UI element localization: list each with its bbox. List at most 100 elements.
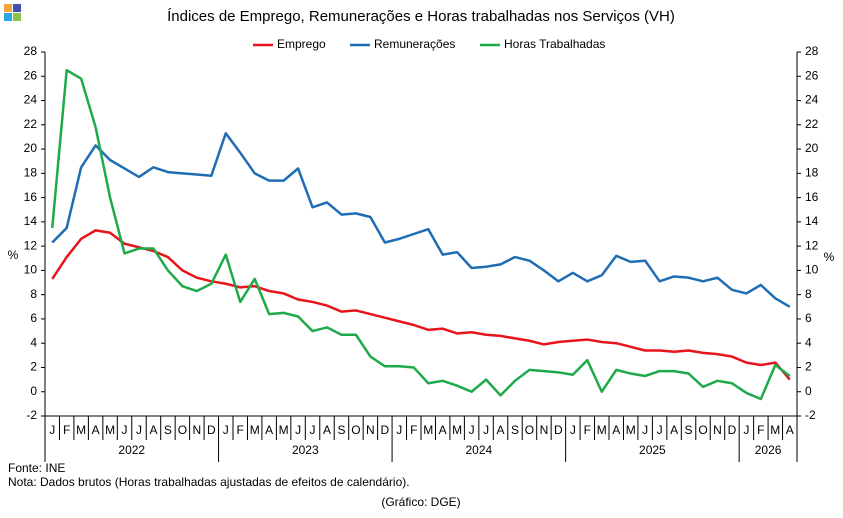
y2-tick-label: 24 [805, 93, 819, 107]
source: Fonte: INE [8, 461, 65, 475]
legend-label: Emprego [277, 37, 326, 51]
logo [4, 4, 21, 21]
x-tick-label: M [452, 423, 462, 437]
x-tick-label: M [279, 423, 289, 437]
x-tick-label: S [685, 423, 693, 437]
x-tick-label: D [554, 423, 563, 437]
x-tick-label: J [743, 423, 749, 437]
y-tick-label: 24 [24, 93, 38, 107]
y2-tick-label: -2 [805, 408, 816, 422]
x-tick-label: N [193, 423, 202, 437]
x-tick-label: J [295, 423, 301, 437]
y-tick-label: 28 [24, 44, 38, 58]
y-tick-label: 14 [24, 214, 38, 228]
chart-title: Índices de Emprego, Remunerações e Horas… [167, 8, 675, 25]
y-tick-label: 20 [24, 141, 38, 155]
y-tick-label: -2 [26, 408, 37, 422]
year-label: 2026 [755, 443, 782, 457]
y-tick-label: 18 [24, 166, 38, 180]
legend-label: Remunerações [374, 37, 455, 51]
x-tick-label: N [366, 423, 375, 437]
y-tick-label: 2 [30, 360, 37, 374]
year-label: 2023 [292, 443, 319, 457]
y-tick-label: 0 [30, 384, 37, 398]
x-tick-label: J [657, 423, 663, 437]
x-tick-label: A [149, 423, 157, 437]
y-tick-label: 10 [24, 263, 38, 277]
y2-tick-label: 26 [805, 68, 819, 82]
x-tick-label: F [237, 423, 244, 437]
x-tick-label: S [164, 423, 172, 437]
x-tick-label: J [223, 423, 229, 437]
x-tick-label: M [76, 423, 86, 437]
y2-tick-label: 28 [805, 44, 819, 58]
x-tick-label: N [540, 423, 549, 437]
x-tick-label: J [310, 423, 316, 437]
x-tick-label: A [92, 423, 100, 437]
x-tick-label: M [105, 423, 115, 437]
x-tick-label: D [207, 423, 216, 437]
y-axis-label: % [8, 248, 19, 262]
x-tick-label: F [410, 423, 417, 437]
y-tick-label: 6 [30, 311, 37, 325]
year-label: 2022 [118, 443, 145, 457]
y-tick-label: 16 [24, 190, 38, 204]
y2-tick-label: 18 [805, 166, 819, 180]
y2-tick-label: 20 [805, 141, 819, 155]
x-tick-label: A [670, 423, 678, 437]
x-tick-label: O [178, 423, 187, 437]
x-tick-label: M [626, 423, 636, 437]
x-tick-label: S [511, 423, 519, 437]
y2-tick-label: 2 [805, 360, 812, 374]
y2-tick-label: 8 [805, 287, 812, 301]
x-tick-label: O [351, 423, 360, 437]
x-tick-label: O [525, 423, 534, 437]
year-label: 2024 [465, 443, 492, 457]
series-line [51, 132, 791, 308]
x-tick-label: F [757, 423, 764, 437]
x-tick-label: J [469, 423, 475, 437]
y-tick-label: 12 [24, 238, 38, 252]
series-line [51, 229, 791, 381]
y2-tick-label: 4 [805, 335, 812, 349]
y2-axis-label: % [824, 250, 835, 264]
y2-tick-label: 14 [805, 214, 819, 228]
x-tick-label: F [584, 423, 591, 437]
series-line [50, 68, 791, 401]
x-tick-label: A [612, 423, 620, 437]
x-tick-label: F [63, 423, 70, 437]
x-tick-label: A [323, 423, 331, 437]
x-tick-label: M [423, 423, 433, 437]
x-tick-label: M [770, 423, 780, 437]
x-tick-label: S [337, 423, 345, 437]
x-tick-label: A [265, 423, 273, 437]
x-tick-label: J [49, 423, 55, 437]
note: Nota: Dados brutos (Horas trabalhadas aj… [8, 475, 410, 489]
y-tick-label: 4 [30, 335, 37, 349]
x-tick-label: J [136, 423, 142, 437]
credit: (Gráfico: DGE) [381, 495, 460, 509]
x-tick-label: D [381, 423, 390, 437]
x-tick-label: N [713, 423, 722, 437]
x-tick-label: J [570, 423, 576, 437]
y2-tick-label: 12 [805, 238, 819, 252]
x-tick-label: J [396, 423, 402, 437]
x-tick-label: J [483, 423, 489, 437]
y2-tick-label: 0 [805, 384, 812, 398]
year-label: 2025 [639, 443, 666, 457]
x-tick-label: O [698, 423, 707, 437]
y2-tick-label: 6 [805, 311, 812, 325]
y2-tick-label: 22 [805, 117, 819, 131]
y2-tick-label: 10 [805, 263, 819, 277]
x-tick-label: A [497, 423, 505, 437]
y2-tick-label: 16 [805, 190, 819, 204]
x-tick-label: J [642, 423, 648, 437]
x-tick-label: A [439, 423, 447, 437]
x-tick-label: A [786, 423, 794, 437]
y-tick-label: 22 [24, 117, 38, 131]
legend-label: Horas Trabalhadas [504, 37, 605, 51]
y-tick-label: 8 [30, 287, 37, 301]
x-tick-label: J [122, 423, 128, 437]
x-tick-label: M [597, 423, 607, 437]
